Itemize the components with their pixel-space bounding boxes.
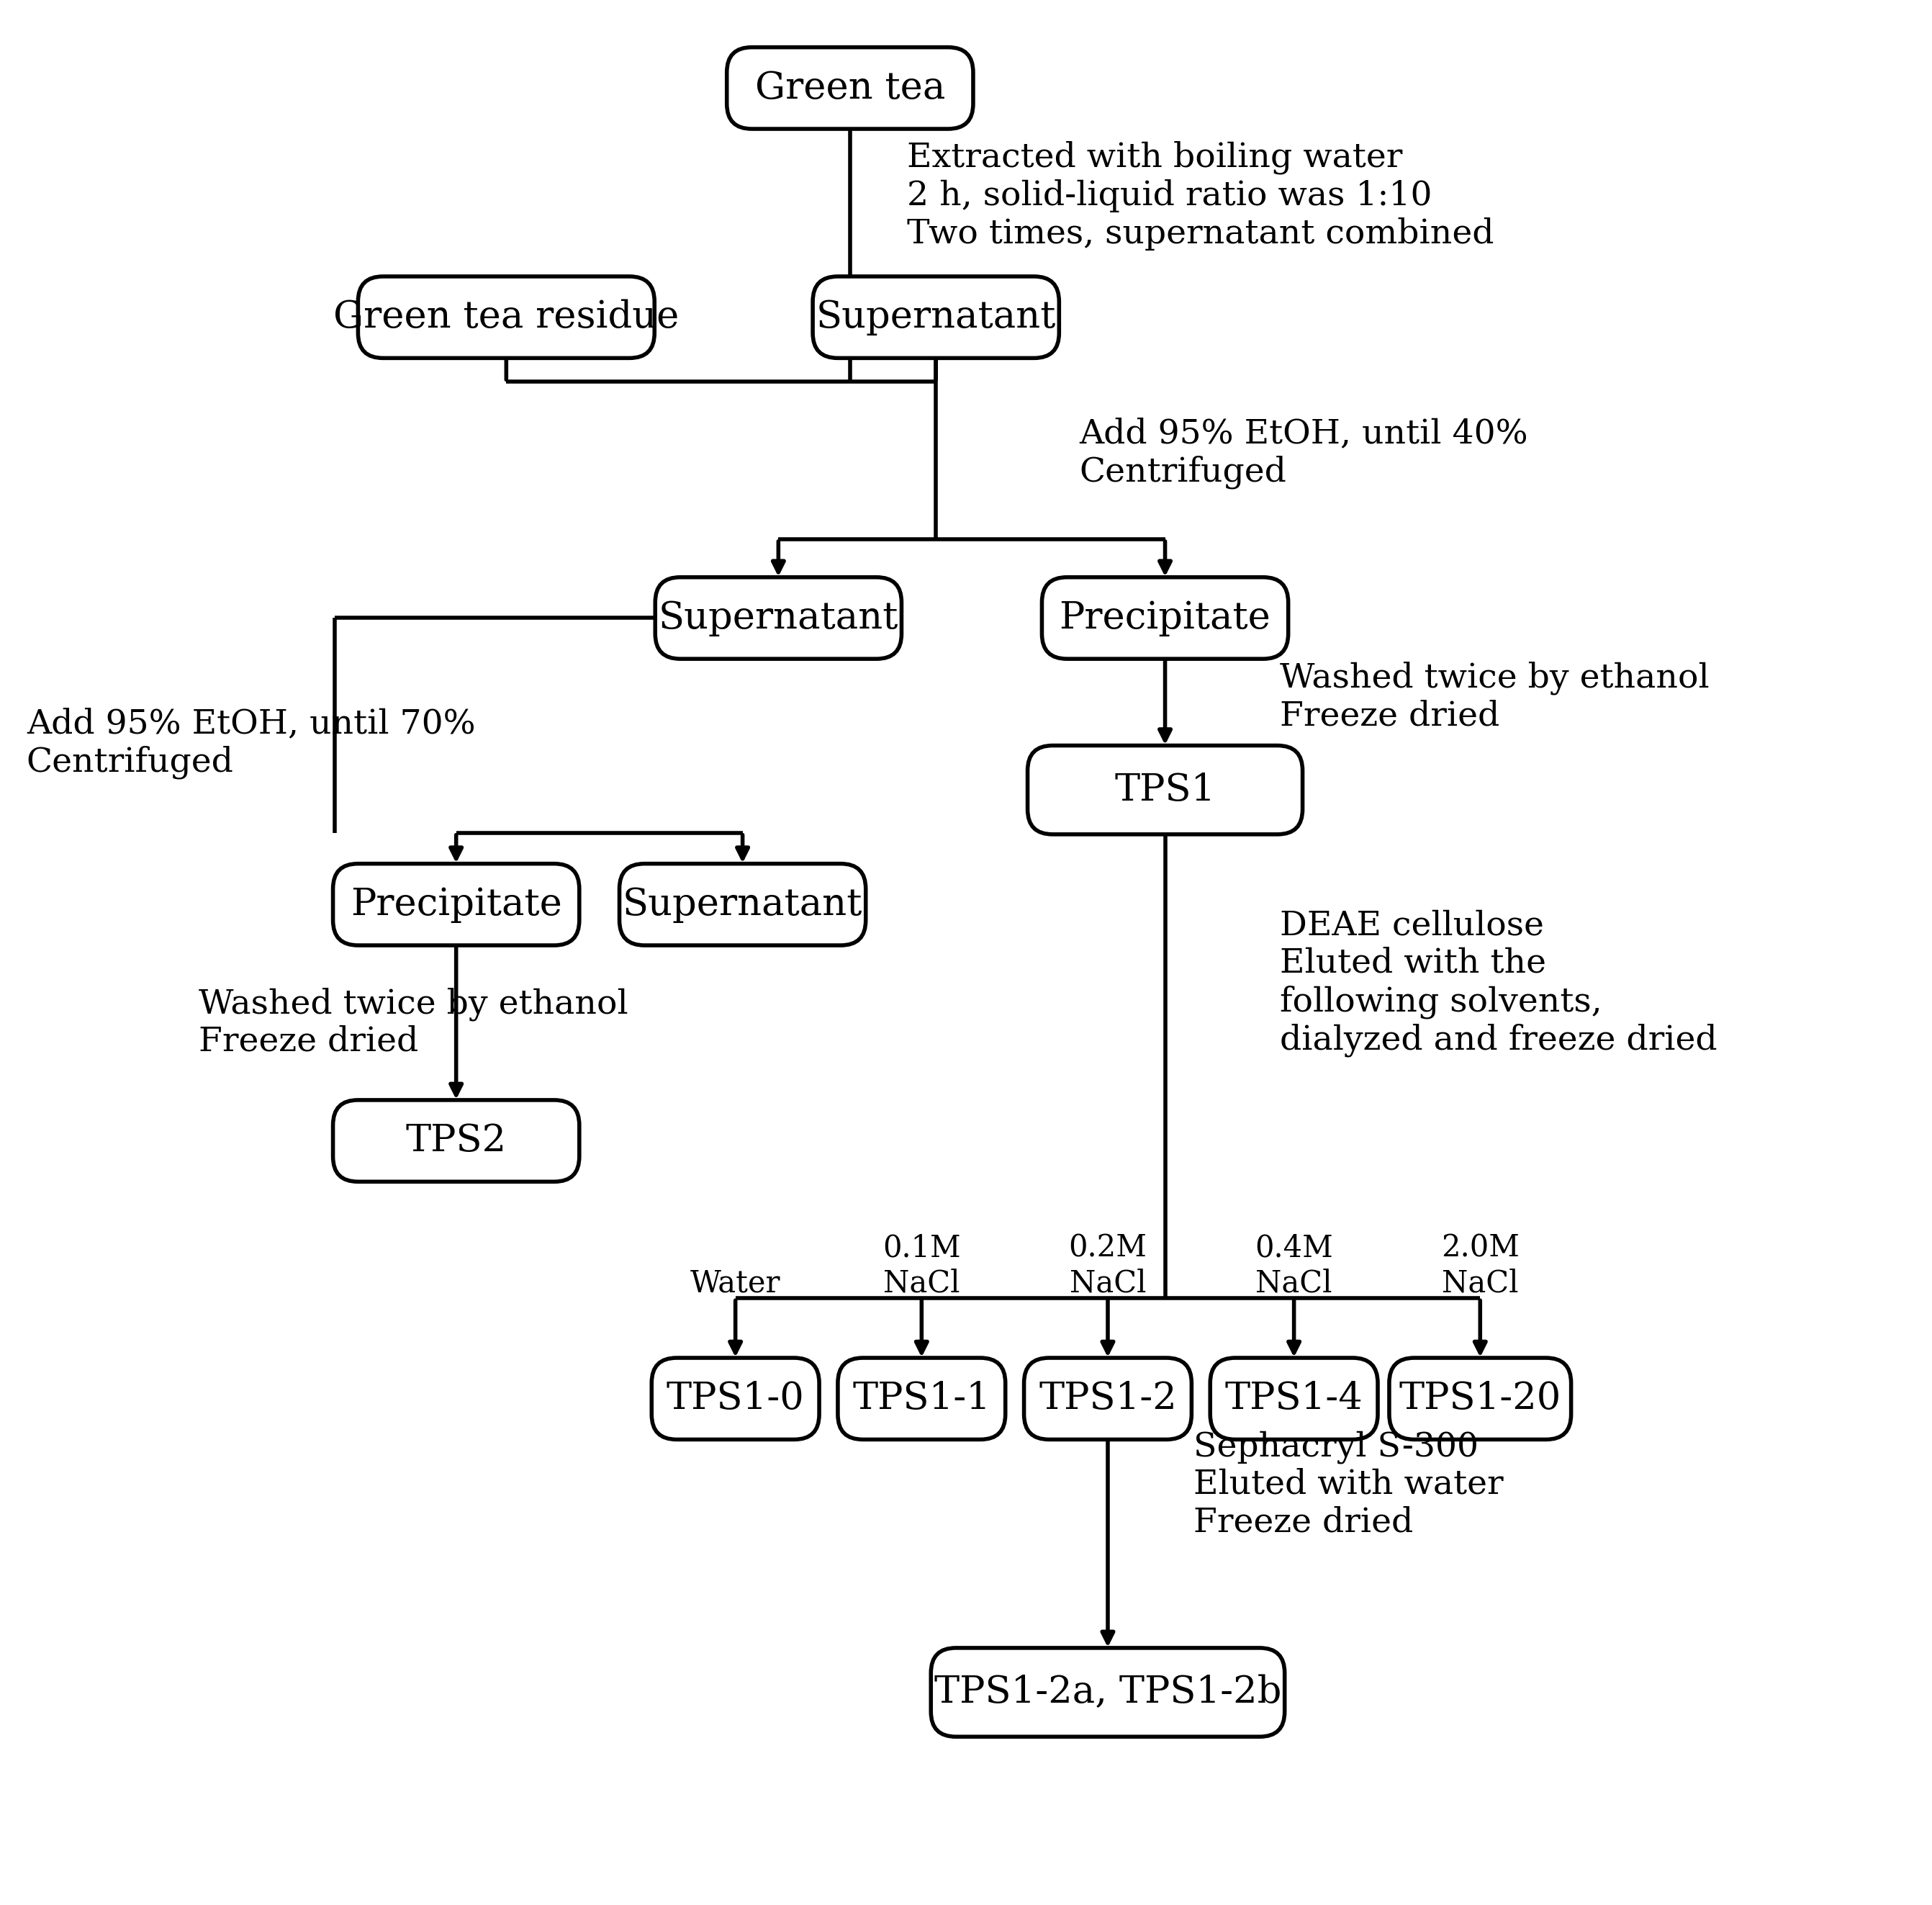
Text: 0.1M
NaCl: 0.1M NaCl xyxy=(883,1233,960,1299)
Text: Washed twice by ethanol
Freeze dried: Washed twice by ethanol Freeze dried xyxy=(1279,661,1710,732)
FancyBboxPatch shape xyxy=(931,1648,1285,1737)
FancyBboxPatch shape xyxy=(655,577,902,659)
Text: Supernatant: Supernatant xyxy=(815,299,1057,335)
FancyBboxPatch shape xyxy=(1024,1358,1192,1440)
Text: TPS2: TPS2 xyxy=(406,1122,506,1160)
Text: Precipitate: Precipitate xyxy=(1059,600,1271,636)
Text: TPS1-4: TPS1-4 xyxy=(1225,1381,1362,1417)
FancyBboxPatch shape xyxy=(620,863,866,945)
Text: TPS1-2a, TPS1-2b: TPS1-2a, TPS1-2b xyxy=(935,1674,1281,1711)
Text: 0.4M
NaCl: 0.4M NaCl xyxy=(1254,1233,1333,1299)
FancyBboxPatch shape xyxy=(1209,1358,1378,1440)
Text: Green tea: Green tea xyxy=(755,70,945,107)
Text: TPS1-20: TPS1-20 xyxy=(1399,1381,1561,1417)
Text: Extracted with boiling water
2 h, solid-liquid ratio was 1:10
Two times, superna: Extracted with boiling water 2 h, solid-… xyxy=(908,141,1493,251)
Text: DEAE cellulose
Eluted with the
following solvents,
dialyzed and freeze dried: DEAE cellulose Eluted with the following… xyxy=(1279,909,1718,1057)
Text: Sephacryl S-300
Eluted with water
Freeze dried: Sephacryl S-300 Eluted with water Freeze… xyxy=(1194,1431,1503,1539)
Text: Precipitate: Precipitate xyxy=(350,886,562,922)
FancyBboxPatch shape xyxy=(357,276,655,358)
Text: Washed twice by ethanol
Freeze dried: Washed twice by ethanol Freeze dried xyxy=(199,987,628,1059)
Text: 0.2M
NaCl: 0.2M NaCl xyxy=(1068,1233,1148,1299)
Text: Supernatant: Supernatant xyxy=(622,886,862,922)
FancyBboxPatch shape xyxy=(726,48,974,130)
Text: Water: Water xyxy=(690,1269,781,1299)
Text: TPS1: TPS1 xyxy=(1115,772,1215,808)
Text: TPS1-1: TPS1-1 xyxy=(852,1381,991,1417)
FancyBboxPatch shape xyxy=(1028,745,1302,834)
FancyBboxPatch shape xyxy=(1041,577,1289,659)
Text: Supernatant: Supernatant xyxy=(659,600,898,636)
Text: Add 95% EtOH, until 40%
Centrifuged: Add 95% EtOH, until 40% Centrifuged xyxy=(1080,417,1528,490)
FancyBboxPatch shape xyxy=(838,1358,1005,1440)
Text: TPS1-2: TPS1-2 xyxy=(1039,1381,1177,1417)
Text: Add 95% EtOH, until 70%
Centrifuged: Add 95% EtOH, until 70% Centrifuged xyxy=(27,709,475,779)
Text: TPS1-0: TPS1-0 xyxy=(667,1381,804,1417)
FancyBboxPatch shape xyxy=(651,1358,819,1440)
FancyBboxPatch shape xyxy=(813,276,1059,358)
FancyBboxPatch shape xyxy=(1389,1358,1571,1440)
Text: Green tea residue: Green tea residue xyxy=(334,299,680,335)
Text: 2.0M
NaCl: 2.0M NaCl xyxy=(1441,1233,1519,1299)
FancyBboxPatch shape xyxy=(332,1099,580,1181)
FancyBboxPatch shape xyxy=(332,863,580,945)
